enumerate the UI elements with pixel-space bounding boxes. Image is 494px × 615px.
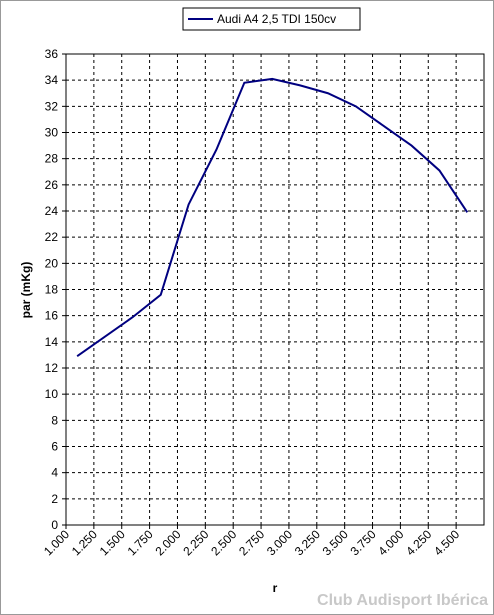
y-tick-label: 4 [51,466,58,480]
y-tick-label: 28 [45,152,59,166]
y-tick-label: 24 [45,204,59,218]
y-tick-label: 12 [45,361,59,375]
legend-label: Audi A4 2,5 TDI 150cv [217,12,336,26]
y-tick-label: 0 [51,518,58,532]
series-line [76,77,469,358]
x-axis-title: r [273,581,278,595]
y-tick-label: 32 [45,99,59,113]
y-tick-label: 14 [45,335,59,349]
y-tick-label: 16 [45,309,59,323]
y-tick-label: 30 [45,126,59,140]
y-tick-label: 20 [45,256,59,270]
y-axis-title: par (mKg) [19,262,33,319]
y-tick-label: 6 [51,440,58,454]
y-tick-label: 2 [51,492,58,506]
y-tick-label: 34 [45,73,59,87]
y-tick-label: 26 [45,178,59,192]
y-tick-label: 18 [45,283,59,297]
legend-box [182,7,361,31]
y-tick-label: 10 [45,387,59,401]
y-tick-label: 22 [45,230,59,244]
y-tick-label: 8 [51,413,58,427]
watermark: Club Audisport Ibérica [317,592,488,609]
y-tick-label: 36 [45,47,59,61]
